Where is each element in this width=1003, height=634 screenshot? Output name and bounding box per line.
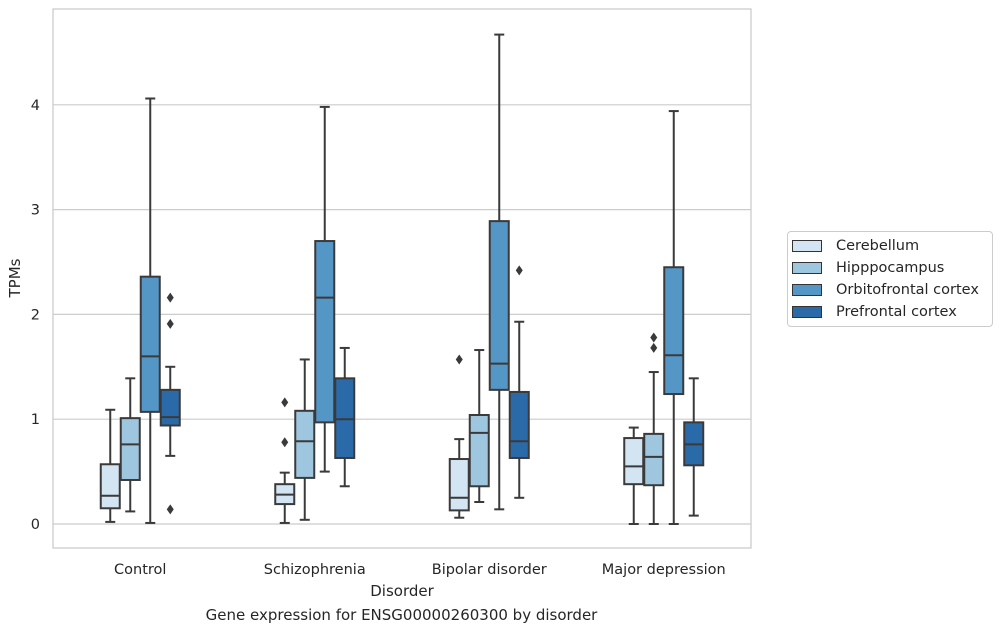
legend-swatch — [792, 240, 822, 252]
legend-swatch — [792, 262, 822, 274]
box-body — [334, 377, 356, 459]
y-tick-labels: 0 1 2 3 4 — [31, 98, 40, 533]
box-body — [508, 390, 530, 459]
box-body — [488, 220, 510, 391]
box-0-2 — [139, 97, 161, 524]
box-body — [119, 417, 141, 481]
boxes — [99, 33, 705, 525]
legend-item-orbitofrontal-cortex: Orbitofrontal cortex — [792, 281, 979, 299]
box-2-1 — [468, 349, 490, 503]
legend-item-hippocampus: Hipppocampus — [792, 259, 944, 277]
x-tick-label: Bipolar disorder — [432, 562, 547, 578]
outlier-point — [166, 292, 174, 303]
outlier-point — [281, 437, 289, 448]
outlier-point — [650, 332, 658, 343]
y-axis-label: TPMs — [6, 258, 24, 298]
box-body — [159, 388, 181, 427]
x-tick-label: Schizophrenia — [264, 562, 366, 578]
x-tick-label: Control — [114, 562, 166, 578]
box-3-3 — [683, 377, 705, 517]
box-body — [663, 266, 685, 396]
plot-area-frame — [52, 8, 752, 549]
x-tick-labels: Control Schizophrenia Bipolar disorder Majo… — [114, 562, 726, 578]
legend: Cerebellum Hipppocampus Orbitofrontal co… — [787, 231, 993, 327]
outlier-point — [650, 342, 658, 353]
box-body — [99, 463, 121, 510]
outlier-point — [455, 354, 463, 365]
box-2-0 — [448, 354, 470, 519]
box-2-2 — [488, 33, 510, 511]
outlier-point — [515, 265, 523, 276]
chart-caption: Gene expression for ENSG00000260300 by d… — [205, 606, 598, 624]
y-tick-label: 3 — [31, 203, 40, 219]
box-body — [468, 414, 490, 488]
legend-label: Hipppocampus — [836, 260, 945, 276]
box-3-1 — [643, 332, 665, 525]
box-body — [139, 275, 161, 413]
outlier-point — [166, 318, 174, 329]
box-0-0 — [99, 408, 121, 523]
y-tick-label: 2 — [31, 307, 40, 323]
box-body — [294, 409, 316, 479]
box-body — [448, 458, 470, 512]
box-body — [314, 240, 336, 424]
box-1-1 — [294, 358, 316, 521]
x-tick-label: Major depression — [602, 562, 726, 578]
legend-swatch — [792, 284, 822, 296]
legend-label: Cerebellum — [836, 238, 920, 254]
legend-label: Prefrontal cortex — [836, 304, 957, 320]
y-tick-label: 0 — [31, 517, 40, 533]
outlier-point — [281, 397, 289, 408]
legend-item-cerebellum: Cerebellum — [792, 237, 919, 255]
legend-item-prefrontal-cortex: Prefrontal cortex — [792, 303, 957, 321]
y-tick-label: 1 — [31, 412, 40, 428]
box-2-3 — [508, 265, 530, 499]
box-0-1 — [119, 377, 141, 513]
legend-swatch — [792, 306, 822, 318]
box-1-2 — [314, 105, 336, 473]
x-axis-label: Disorder — [370, 582, 434, 600]
box-3-2 — [663, 110, 685, 525]
box-body — [643, 432, 665, 487]
box-body — [623, 437, 645, 486]
box-0-3 — [159, 292, 181, 515]
box-1-0 — [274, 397, 296, 524]
outlier-point — [166, 504, 174, 515]
legend-label: Orbitofrontal cortex — [836, 282, 979, 298]
box-1-3 — [334, 346, 356, 488]
y-tick-label: 4 — [31, 98, 40, 114]
box-3-0 — [623, 426, 645, 525]
